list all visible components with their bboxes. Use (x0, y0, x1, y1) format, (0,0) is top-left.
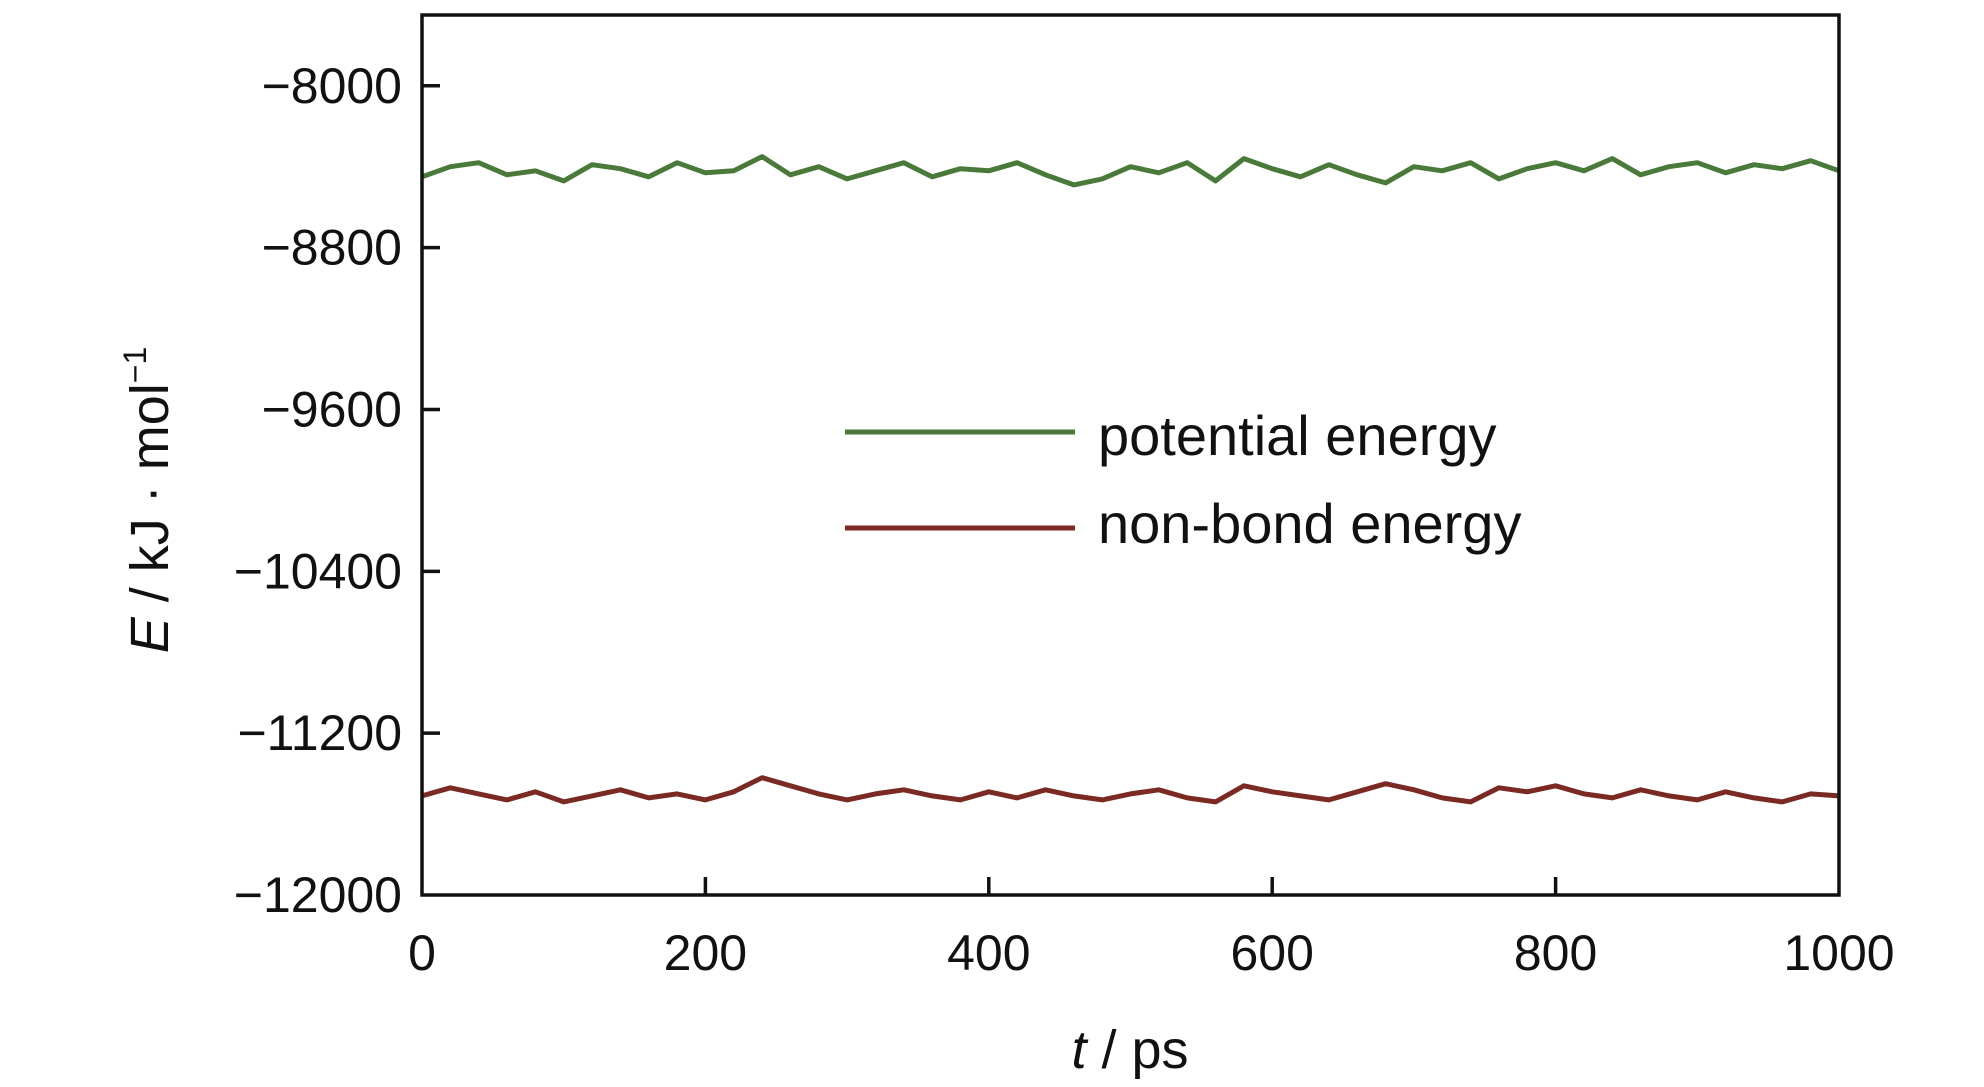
x-tick-label: 0 (408, 925, 436, 981)
plot-frame (420, 13, 1841, 897)
series-line-non-bond-energy (421, 775, 1840, 805)
x-tick-label: 600 (1230, 925, 1313, 981)
y-axis-unit: / kJ · mol (120, 383, 180, 617)
y-tick-label: −8800 (262, 220, 402, 276)
y-axis-unit-superscript: −1 (117, 347, 153, 383)
y-tick-label: −10400 (234, 543, 402, 599)
y-axis-title: E / kJ · mol−1 (117, 347, 180, 654)
legend: potential energy non-bond energy (845, 404, 1521, 555)
tick-labels-layer: 0 200 400 600 800 1000 −8000 −8800 −9600 −10400 −1… (234, 58, 1895, 981)
legend-label-potential-energy: potential energy (1098, 404, 1497, 467)
y-tick-label: −12000 (234, 867, 402, 923)
y-tick-label: −11200 (237, 705, 402, 761)
ticks-layer (422, 84, 1558, 895)
x-tick-label: 1000 (1783, 925, 1894, 981)
series-layer (421, 154, 1840, 805)
x-axis-unit: / ps (1086, 1020, 1188, 1080)
series-line-potential-energy (421, 154, 1840, 188)
y-tick-label: −9600 (262, 381, 402, 437)
x-tick-label: 800 (1514, 925, 1597, 981)
x-axis-title: t / ps (1071, 1020, 1188, 1080)
y-tick-label: −8000 (262, 58, 402, 114)
y-axis-symbol: E (120, 616, 180, 653)
x-tick-label: 400 (947, 925, 1030, 981)
x-axis-symbol: t (1071, 1020, 1088, 1080)
x-tick-label: 200 (664, 925, 747, 981)
legend-label-non-bond-energy: non-bond energy (1098, 492, 1521, 555)
